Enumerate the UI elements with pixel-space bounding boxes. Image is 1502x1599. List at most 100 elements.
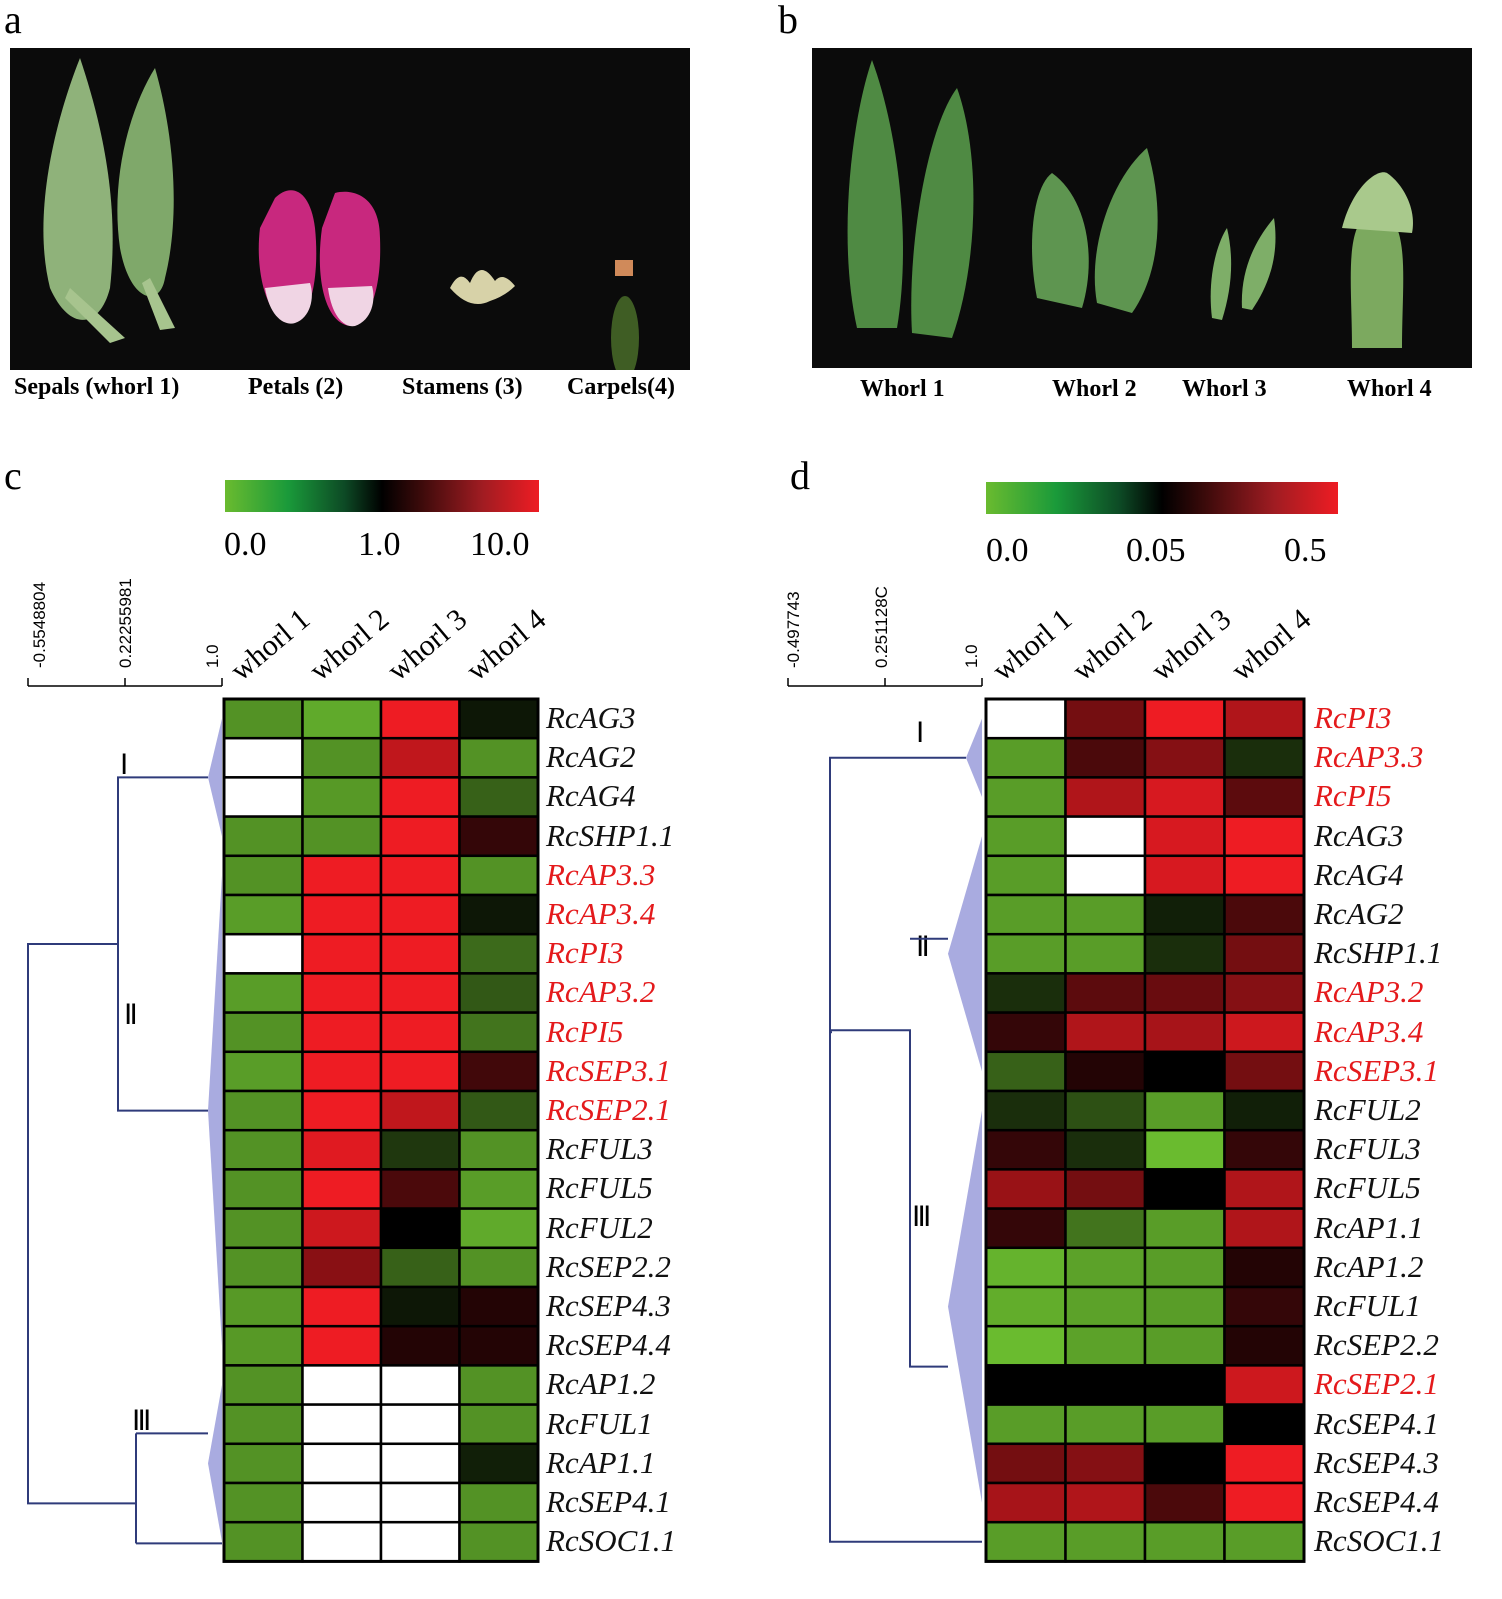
- panel-c-branch-III: [135, 1432, 222, 1545]
- panel-c-cell-RcSEP4.3-3: [379, 1285, 461, 1328]
- panel-d-cell-RcAG2-3: [1143, 893, 1226, 936]
- panel-c-cell-RcFUL2-4: [458, 1207, 540, 1250]
- panel-d-cell-RcSEP4.4-1: [984, 1481, 1067, 1524]
- panel-c-gene-label: RcFUL3: [546, 1131, 653, 1167]
- panel-d-gene-label: RcAP3.3: [1314, 739, 1424, 775]
- panel-a-caption-petals: Petals (2): [248, 374, 344, 400]
- panel-d-cell-RcSEP2.1-4: [1223, 1364, 1306, 1406]
- panel-c-gene-label: RcSEP3.1: [546, 1052, 671, 1088]
- panel-d-cell-RcFUL5-3: [1143, 1168, 1226, 1210]
- panel-c-subtree-1: [208, 875, 222, 1346]
- panel-d-letter: d: [790, 453, 810, 498]
- panel-c-cell-RcSEP2.1-4: [458, 1089, 540, 1132]
- panel-c-cell-RcSOC1.1-2: [301, 1520, 383, 1563]
- panel-d-branch-II-III: [830, 1029, 948, 1368]
- panel-c-cell-RcAG4-2: [301, 776, 383, 818]
- panel-d-cell-RcSOC1.1-2: [1064, 1520, 1147, 1563]
- panel-c-cell-RcAP3.3-1: [222, 854, 304, 897]
- panel-d-cell-RcAG4-2: [1064, 854, 1147, 897]
- panel-d-gene-label: RcPI5: [1314, 778, 1392, 814]
- panel-c-cell-RcAG3-4: [458, 697, 540, 740]
- panel-c-cell-RcSEP4.1-2: [301, 1481, 383, 1524]
- panel-c-gene-label: RcSEP2.2: [546, 1248, 671, 1284]
- panel-c-cell-RcFUL3-4: [458, 1128, 540, 1171]
- panel-c-cell-RcSEP4.3-2: [301, 1285, 383, 1328]
- panel-d-gene-label: RcSEP4.4: [1314, 1484, 1439, 1519]
- panel-d-gene-label: RcSEP4.3: [1314, 1444, 1439, 1480]
- panel-d-cell-RcFUL1-1: [984, 1285, 1067, 1328]
- panel-d-cell-RcAP1.2-1: [984, 1246, 1067, 1289]
- panel-d-cell-RcFUL1-4: [1223, 1285, 1306, 1328]
- panel-d-cell-RcAG3-1: [984, 815, 1067, 858]
- panel-d-cell-RcAG2-2: [1064, 893, 1147, 936]
- panel-c-color-scale: [225, 480, 539, 512]
- panel-d-cell-RcAP3.2-3: [1143, 972, 1226, 1014]
- panel-c-cell-RcSEP4.3-1: [222, 1285, 304, 1328]
- panel-c-gene-label: RcAG4: [546, 778, 636, 814]
- panel-d-cell-RcAP3.4-2: [1064, 1011, 1147, 1054]
- panel-d-gene-label: RcSOC1.1: [1314, 1523, 1445, 1559]
- panel-c-cell-RcSEP2.1-1: [222, 1089, 304, 1132]
- panel-d-cell-RcPI3-1: [984, 697, 1067, 740]
- panel-c-cell-RcAP1.2-1: [222, 1364, 304, 1406]
- panel-c-cell-RcFUL5-1: [222, 1168, 304, 1210]
- panel-d-cell-RcSEP2.1-2: [1064, 1364, 1147, 1406]
- panel-d-cell-RcAG3-4: [1223, 815, 1306, 858]
- panel-c-gene-label: RcFUL2: [546, 1209, 653, 1245]
- panel-d-cell-RcSEP4.3-4: [1223, 1442, 1306, 1485]
- panel-d-gene-label: RcAP3.4: [1314, 1013, 1424, 1049]
- panel-d-cell-RcAG3-3: [1143, 815, 1226, 858]
- panel-c-branch-I-II: [117, 776, 208, 1112]
- panel-d-cell-RcAP1.1-4: [1223, 1207, 1306, 1250]
- panel-d-cell-RcAG4-3: [1143, 854, 1226, 897]
- panel-c-scale-mid: 1.0: [358, 526, 401, 563]
- panel-c-cell-RcPI3-2: [301, 932, 383, 975]
- panel-d-cell-RcFUL2-1: [984, 1089, 1067, 1132]
- panel-d-cell-RcSEP2.2-2: [1064, 1324, 1147, 1367]
- panel-c-cell-RcSEP4.4-1: [222, 1324, 304, 1367]
- panel-c-cell-RcFUL2-3: [379, 1207, 461, 1250]
- panel-c-gene-label: RcAP3.2: [546, 974, 656, 1010]
- panel-d-cell-RcSHP1.1-3: [1143, 932, 1226, 975]
- panel-c-cell-RcSEP3.1-2: [301, 1050, 383, 1093]
- panel-c-gene-label: RcAP3.4: [546, 896, 656, 931]
- panel-c-cell-RcAP3.2-4: [458, 972, 540, 1014]
- panel-d-cell-RcAP3.2-2: [1064, 972, 1147, 1014]
- panel-d-gene-label: RcFUL5: [1314, 1170, 1421, 1206]
- panel-d-cell-RcPI3-2: [1064, 697, 1147, 740]
- panel-d-cell-RcSEP4.3-1: [984, 1442, 1067, 1485]
- panel-d-scale-high: 0.5: [1284, 532, 1327, 569]
- panel-b-caption-whorl4: Whorl 4: [1347, 376, 1432, 402]
- panel-c-gene-label: RcAP1.2: [546, 1366, 656, 1402]
- panel-d-cell-RcSEP2.2-4: [1223, 1324, 1306, 1367]
- panel-d-cell-RcFUL5-2: [1064, 1168, 1147, 1210]
- panel-c-cell-RcAP1.1-1: [222, 1442, 304, 1485]
- panel-d-cell-RcAG4-4: [1223, 854, 1306, 897]
- panel-c-cell-RcSEP2.2-4: [458, 1246, 540, 1289]
- panel-d-color-scale: [986, 482, 1338, 514]
- panel-d-cell-RcSEP3.1-4: [1223, 1050, 1306, 1093]
- panel-d-cell-RcSEP2.2-3: [1143, 1324, 1226, 1367]
- panel-d-cell-RcFUL3-4: [1223, 1128, 1306, 1171]
- panel-d-cell-RcSEP2.1-3: [1143, 1364, 1226, 1406]
- panel-c-cell-RcSEP4.3-4: [458, 1285, 540, 1328]
- panel-c-gene-label: RcSEP4.4: [546, 1327, 671, 1363]
- panel-d-cell-RcFUL2-4: [1223, 1089, 1306, 1132]
- panel-c-cell-RcAG3-2: [301, 697, 383, 740]
- panel-d-gene-label: RcSHP1.1: [1314, 935, 1443, 971]
- panel-d-cell-RcSEP4.1-4: [1223, 1403, 1306, 1446]
- panel-c-cell-RcAP3.4-3: [379, 893, 461, 936]
- panel-c-cell-RcSHP1.1-3: [379, 815, 461, 858]
- panel-d-subtree-2: [948, 1110, 982, 1503]
- panel-c-cell-RcFUL1-1: [222, 1403, 304, 1446]
- panel-c-cell-RcPI5-1: [222, 1011, 304, 1054]
- panel-c-gene-label: RcAG2: [546, 739, 636, 775]
- panel-d-cell-RcSHP1.1-1: [984, 932, 1067, 975]
- panel-c-cell-RcAP3.3-3: [379, 854, 461, 897]
- panel-c-cell-RcAG3-1: [222, 697, 304, 740]
- panel-c-cell-RcPI3-1: [222, 932, 304, 975]
- panel-d-cell-RcPI5-2: [1064, 776, 1147, 818]
- panel-c-gene-label: RcSHP1.1: [546, 817, 675, 853]
- panel-d-gene-label: RcFUL1: [1314, 1288, 1421, 1323]
- panel-c-gene-label: RcSOC1.1: [546, 1523, 677, 1559]
